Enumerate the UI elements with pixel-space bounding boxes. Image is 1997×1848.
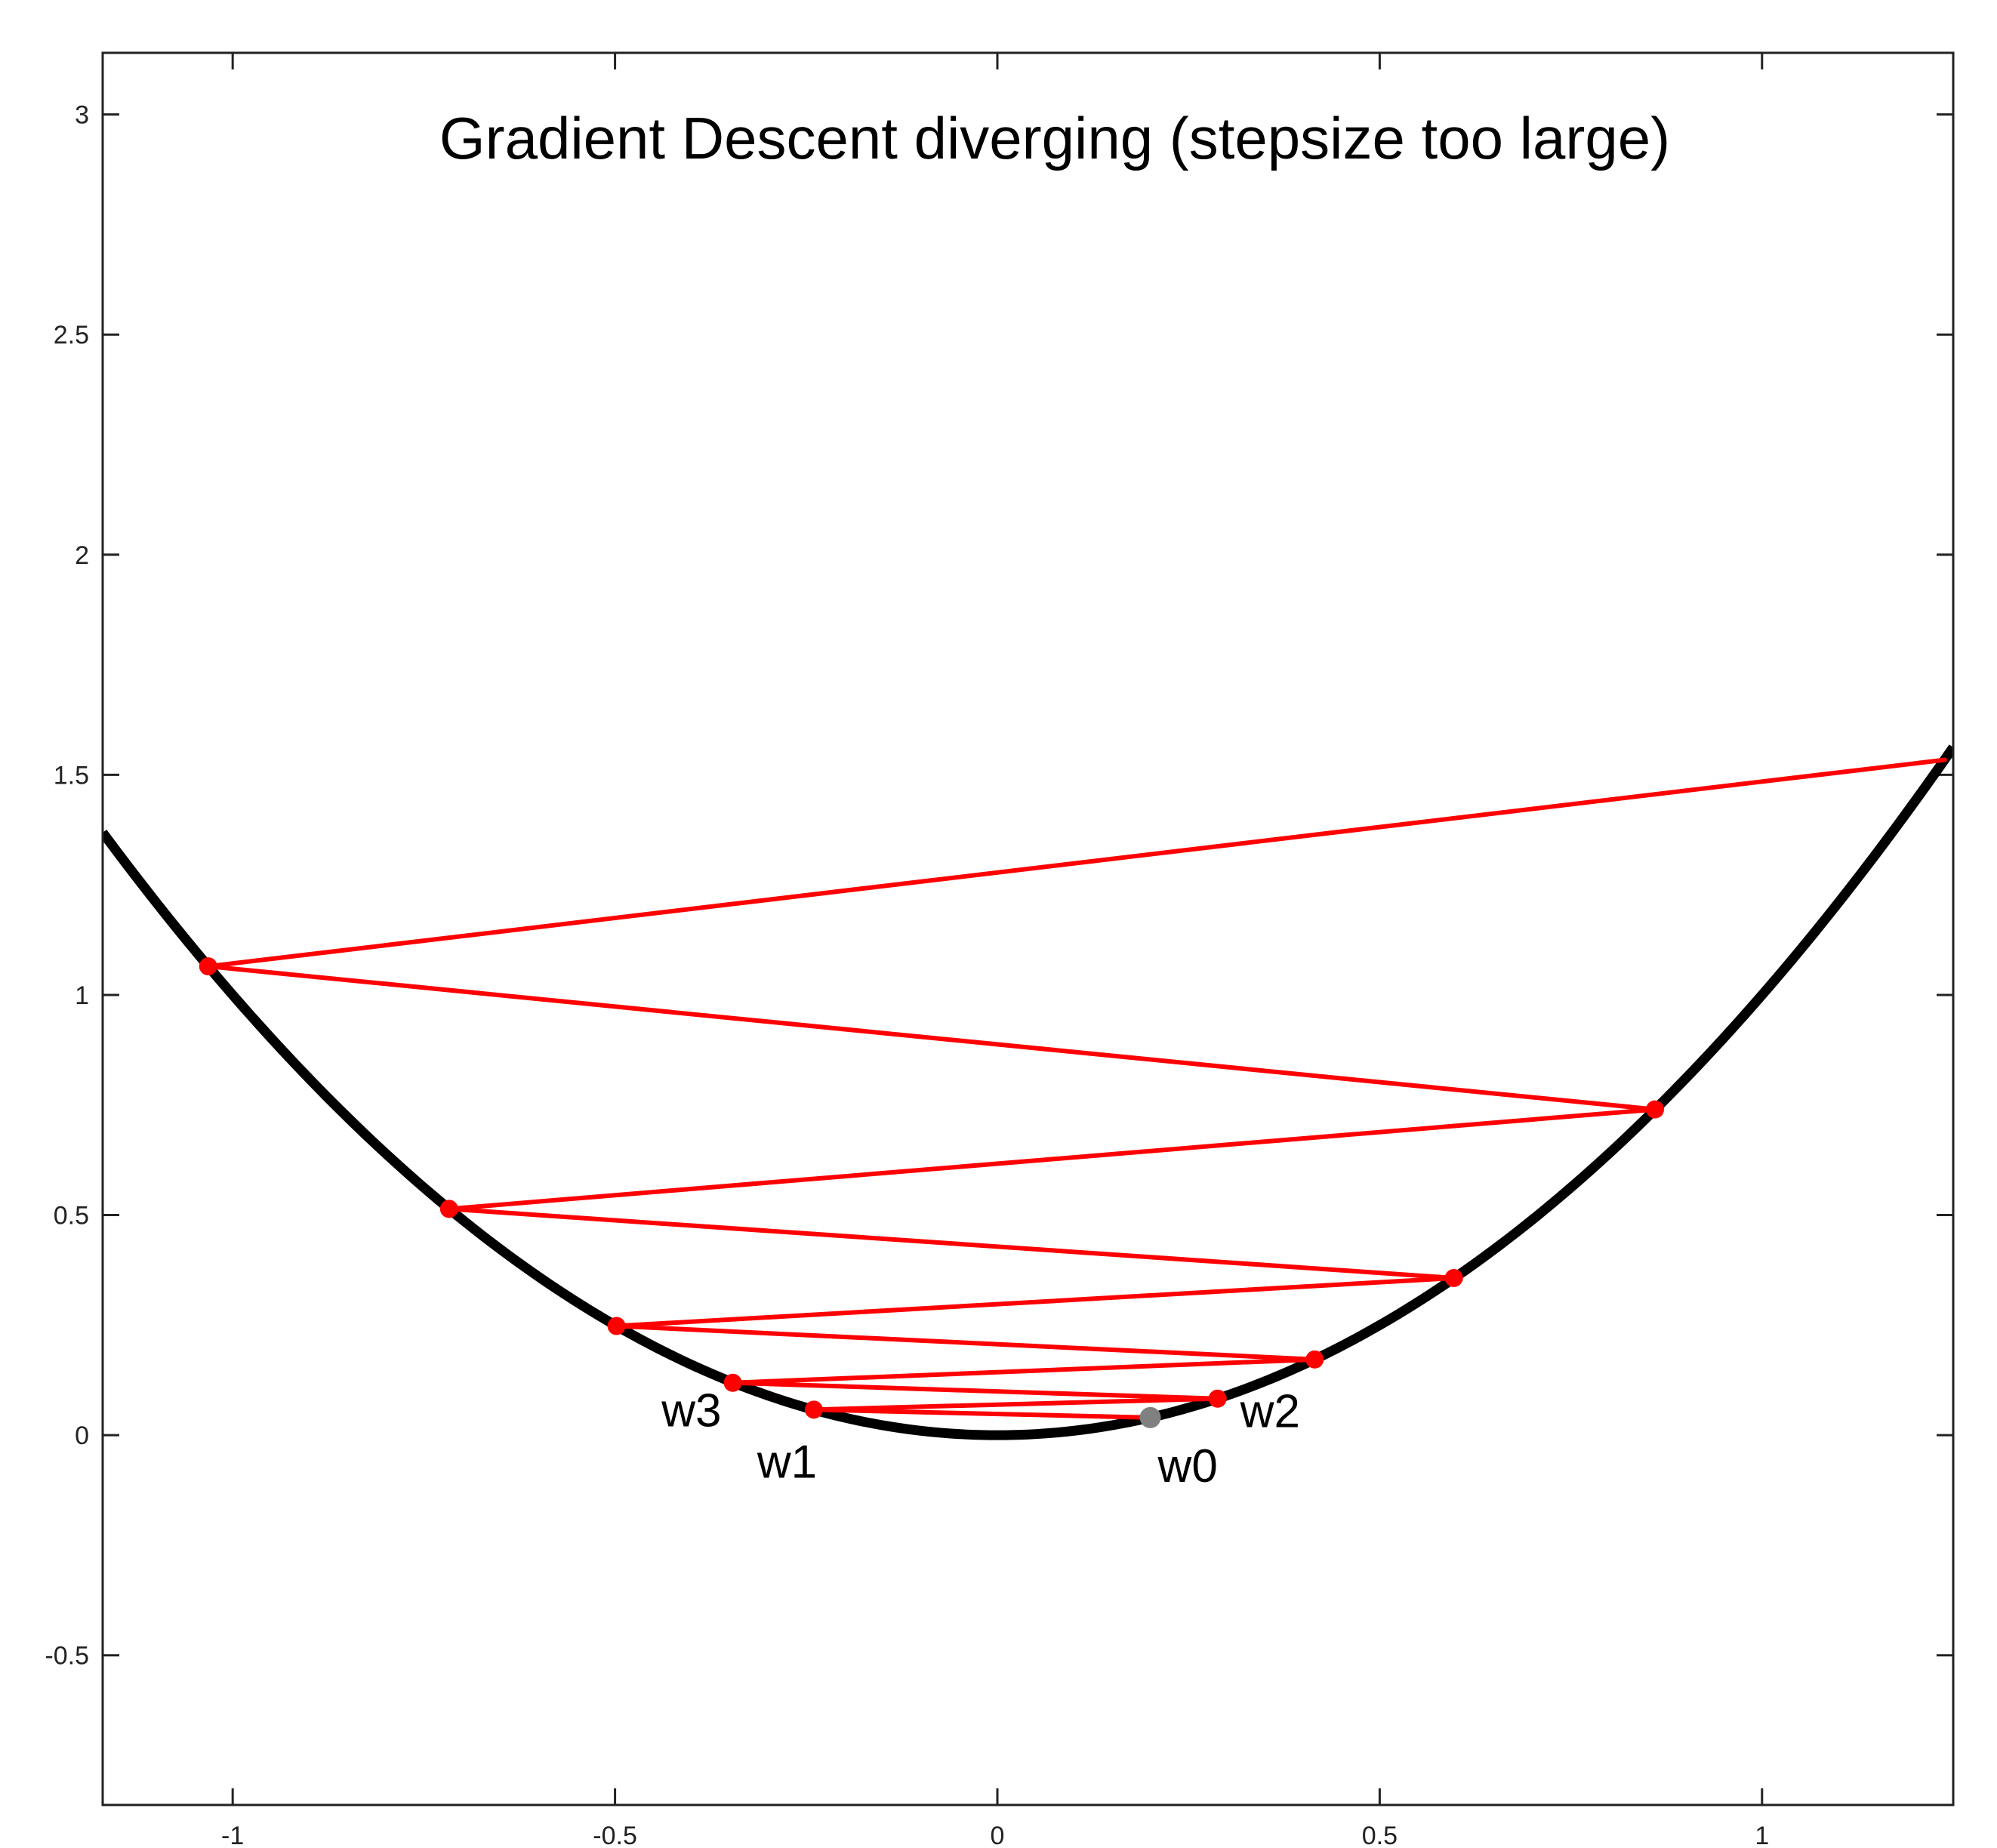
point-label-w3: w3	[661, 1385, 721, 1437]
y-tick-label: 1	[75, 981, 89, 1010]
y-tick-label: 2.5	[54, 321, 89, 350]
x-tick-label: -1	[221, 1822, 244, 1848]
descent-segment	[730, 1357, 1317, 1385]
descent-segment	[811, 1396, 1220, 1412]
descent-segment	[811, 1407, 1153, 1420]
iterate-point	[1646, 1100, 1665, 1119]
plot-area	[103, 744, 1953, 1440]
start-point	[1139, 1406, 1161, 1428]
point-label-w1: w1	[757, 1436, 817, 1488]
y-tick-label: 0.5	[54, 1202, 89, 1230]
descent-segment	[446, 1107, 1658, 1212]
descent-segment	[446, 1206, 1456, 1280]
iterate-point	[1305, 1350, 1324, 1369]
y-tick-label: 1.5	[54, 761, 89, 790]
iterate-markers	[199, 957, 1665, 1428]
y-tick-label: 0	[75, 1421, 89, 1450]
iterate-point	[1208, 1389, 1227, 1408]
point-labels: w0 w1 w2 w3	[661, 1385, 1300, 1492]
x-tick-label: 0	[991, 1822, 1005, 1848]
y-tick-label: 2	[75, 541, 89, 570]
iterate-point	[199, 957, 217, 976]
y-tick-label: 3	[75, 101, 89, 130]
axis-ticks	[103, 53, 1953, 1805]
x-tick-label: 0.5	[1362, 1822, 1398, 1848]
axis-tick-labels: -1 -0.5 0 0.5 1 -0.5 0 0.5 1 1.5 2 2.5 3	[45, 101, 1769, 1848]
axes-box	[101, 51, 1955, 1806]
iterate-point	[723, 1373, 742, 1392]
point-label-w2: w2	[1240, 1386, 1300, 1438]
iterate-point	[439, 1200, 458, 1218]
iterate-point	[607, 1317, 626, 1335]
point-label-w0: w0	[1157, 1440, 1218, 1492]
descent-segment	[614, 1323, 1317, 1362]
chart-title: Gradient Descent diverging (stepsize too…	[439, 105, 1670, 171]
y-tick-label: -0.5	[45, 1642, 89, 1671]
x-tick-label: 1	[1755, 1822, 1769, 1848]
iterate-point	[804, 1400, 823, 1419]
descent-segment	[730, 1380, 1220, 1401]
descent-segment	[205, 757, 1947, 969]
x-tick-label: -0.5	[593, 1822, 637, 1848]
iterate-point	[1444, 1268, 1463, 1287]
descent-path	[205, 757, 1947, 1420]
parabola-curve	[103, 744, 1953, 1440]
descent-segment	[614, 1275, 1456, 1329]
descent-segment	[205, 964, 1658, 1112]
